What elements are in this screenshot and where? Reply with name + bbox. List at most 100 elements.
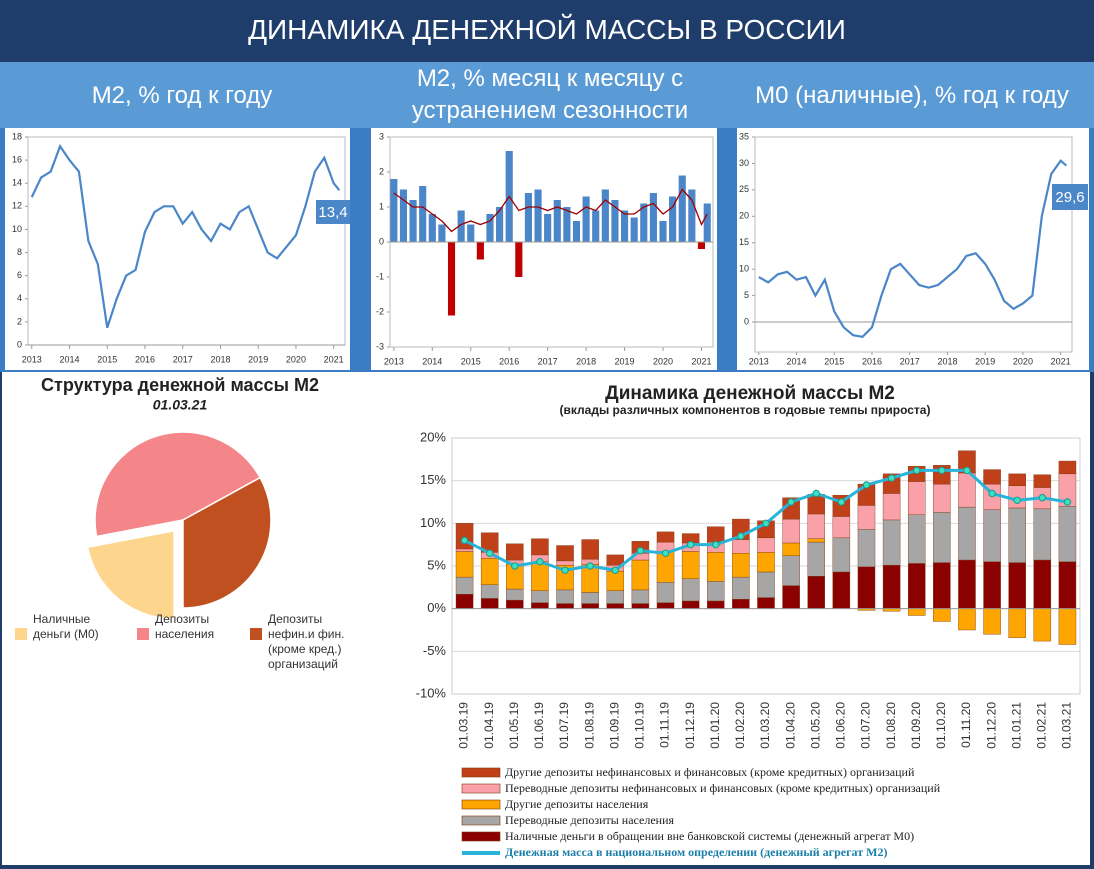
bar	[933, 562, 951, 609]
point	[611, 566, 619, 574]
bar	[933, 512, 951, 563]
pie-slice	[86, 529, 175, 620]
x-tick-label: 01.02.20	[733, 702, 747, 749]
bar	[907, 514, 926, 564]
y-tick-label: 12	[12, 201, 22, 211]
bar	[556, 603, 574, 609]
bar	[782, 585, 800, 609]
x-tick-label: 2014	[422, 356, 442, 366]
point	[586, 562, 594, 570]
legend-label: Другие депозиты населения	[505, 797, 649, 811]
legend-swatch	[461, 831, 501, 842]
point	[787, 498, 795, 506]
bar	[531, 561, 549, 591]
x-tick-label: 2020	[1013, 356, 1033, 366]
bar	[757, 597, 775, 609]
x-tick-label: 2016	[862, 356, 882, 366]
bar	[457, 210, 465, 242]
bar	[782, 542, 800, 556]
point	[511, 562, 519, 570]
bar	[534, 189, 542, 242]
page-title: ДИНАМИКА ДЕНЕЖНОЙ МАССЫ В РОССИИ	[248, 14, 846, 45]
y-tick-label: 1	[379, 201, 384, 211]
y-tick-label: 25	[739, 184, 749, 194]
x-tick-label: 01.03.20	[758, 702, 772, 749]
bar	[399, 189, 408, 242]
legend-swatch	[461, 783, 501, 794]
legend-swatch	[461, 767, 501, 778]
x-tick-label: 2015	[97, 354, 117, 364]
y-tick-label: 14	[12, 178, 22, 188]
x-tick-label: 01.03.21	[1060, 702, 1074, 749]
y-tick-label: -1	[376, 271, 384, 281]
point	[1038, 494, 1047, 502]
y-tick-label: 10	[739, 264, 749, 274]
point	[1013, 496, 1021, 504]
bar	[467, 224, 475, 242]
legend-label: Переводные депозиты нефинансовых и финан…	[505, 781, 941, 795]
pie-slice	[94, 431, 262, 538]
x-tick-label: 2018	[576, 356, 596, 366]
bar	[1058, 460, 1077, 475]
bar	[480, 598, 499, 609]
point	[636, 546, 645, 555]
bar	[983, 608, 1001, 635]
x-tick-label: 01.09.20	[909, 702, 923, 749]
x-tick-label: 2018	[210, 354, 230, 364]
point	[862, 481, 871, 489]
x-tick-label: 2015	[824, 356, 844, 366]
bar	[531, 602, 549, 609]
bar	[506, 599, 524, 609]
chart-title: Структура денежной массы М2	[41, 375, 319, 395]
bar	[631, 603, 650, 609]
bar	[556, 545, 574, 562]
bar	[606, 570, 625, 591]
x-tick-label: 01.12.19	[683, 702, 697, 749]
y-tick-label: 5	[744, 290, 749, 300]
bar	[640, 203, 648, 242]
x-tick-label: 01.08.20	[884, 702, 898, 749]
y-tick-label: 0%	[427, 600, 446, 615]
y-tick-label: 15%	[420, 472, 446, 487]
bar	[631, 589, 650, 604]
bar	[531, 538, 549, 556]
y-tick-label: 20%	[420, 429, 446, 444]
bar	[656, 602, 675, 609]
bar	[757, 537, 775, 553]
x-tick-label: 2020	[653, 356, 673, 366]
header-band	[0, 62, 1094, 128]
bar	[506, 588, 524, 601]
y-tick-label: 6	[17, 270, 22, 280]
y-tick-label: 30	[739, 158, 749, 168]
bar	[606, 590, 625, 604]
bar	[732, 599, 750, 609]
bar	[1033, 608, 1052, 642]
bar	[480, 584, 499, 599]
x-tick-label: 01.07.20	[859, 702, 873, 749]
x-tick-label: 01.09.19	[607, 702, 621, 749]
bar	[707, 552, 725, 582]
x-tick-label: 2017	[173, 354, 193, 364]
x-tick-label: 01.05.20	[808, 702, 822, 749]
bar	[807, 494, 825, 515]
bar	[757, 552, 775, 573]
point	[963, 466, 971, 475]
x-tick-label: 01.06.20	[834, 702, 848, 749]
bar	[390, 179, 398, 242]
legend-label: Денежная масса в национальном определени…	[505, 845, 887, 859]
panel-title: M0 (наличные), % год к году	[755, 82, 1069, 109]
x-tick-label: 2019	[975, 356, 995, 366]
y-tick-label: -10%	[416, 685, 447, 700]
x-tick-label: 2017	[538, 356, 558, 366]
bar	[907, 481, 926, 515]
bar	[409, 200, 417, 242]
point	[661, 549, 670, 557]
x-tick-label: 01.04.20	[783, 702, 797, 749]
bar	[882, 519, 901, 566]
point	[536, 558, 544, 566]
y-tick-label: 20	[739, 211, 749, 221]
bar	[455, 576, 474, 595]
y-tick-label: -3	[376, 341, 384, 351]
x-tick-label: 01.04.19	[482, 702, 496, 749]
